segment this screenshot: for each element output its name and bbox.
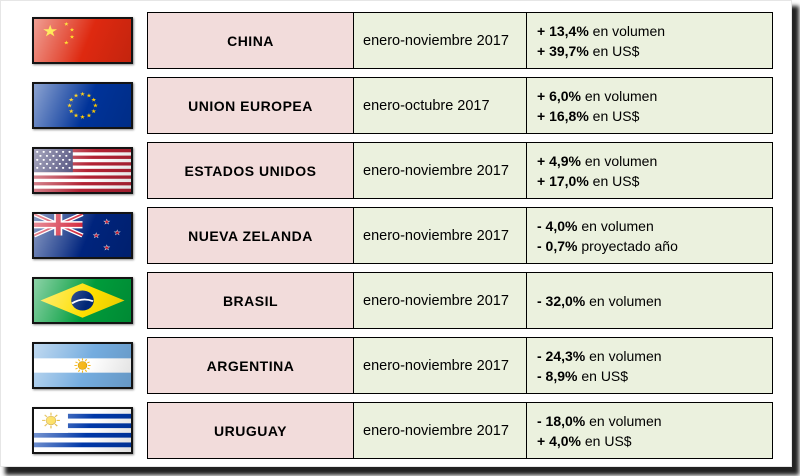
stat-unit: en volumen xyxy=(589,412,662,429)
stat-line: - 32,0% en volumen xyxy=(537,291,772,311)
stat-line: - 8,9% en US$ xyxy=(537,366,772,386)
country-name: UNION EUROPEA xyxy=(147,77,354,134)
flag-cell xyxy=(27,142,147,199)
stat-unit: en US$ xyxy=(592,42,640,59)
stats-cell: - 24,3% en volumen - 8,9% en US$ xyxy=(527,337,773,394)
argentina-flag-icon xyxy=(32,342,133,389)
table-row: ESTADOS UNIDOS enero-noviembre 2017 + 4,… xyxy=(27,142,791,199)
period-label: enero-octubre 2017 xyxy=(354,77,527,134)
period-label: enero-noviembre 2017 xyxy=(354,272,527,329)
table-row: URUGUAY enero-noviembre 2017 - 18,0% en … xyxy=(27,402,791,459)
flag-cell xyxy=(27,272,147,329)
stat-unit: en US$ xyxy=(581,367,629,384)
period-label: enero-noviembre 2017 xyxy=(354,207,527,264)
stats-cell: - 32,0% en volumen xyxy=(527,272,773,329)
table-row: UNION EUROPEA enero-octubre 2017 + 6,0% … xyxy=(27,77,791,134)
flag-cell xyxy=(27,337,147,394)
stat-line: + 6,0% en volumen xyxy=(537,86,772,106)
stats-cell: + 13,4% en volumen + 39,7% en US$ xyxy=(527,12,773,69)
stat-value: - 24,3% xyxy=(537,347,586,364)
stat-value: + 4,0% xyxy=(537,432,581,449)
country-name: CHINA xyxy=(147,12,354,69)
stat-value: + 6,0% xyxy=(537,87,581,104)
brazil-flag-icon xyxy=(32,277,133,324)
slide: CHINA enero-noviembre 2017 + 13,4% en vo… xyxy=(0,0,792,467)
stat-value: - 32,0% xyxy=(537,292,586,309)
stat-value: - 18,0% xyxy=(537,412,586,429)
period-label: enero-noviembre 2017 xyxy=(354,337,527,394)
stats-cell: + 6,0% en volumen + 16,8% en US$ xyxy=(527,77,773,134)
country-name: NUEVA ZELANDA xyxy=(147,207,354,264)
stat-line: - 4,0% en volumen xyxy=(537,216,772,236)
flag-cell xyxy=(27,207,147,264)
stat-unit: proyectado año xyxy=(581,237,678,254)
table-row: CHINA enero-noviembre 2017 + 13,4% en vo… xyxy=(27,12,791,69)
stat-value: - 0,7% xyxy=(537,237,578,254)
country-name: ESTADOS UNIDOS xyxy=(147,142,354,199)
stat-value: + 16,8% xyxy=(537,107,589,124)
uruguay-flag-icon xyxy=(32,407,133,454)
stat-value: + 4,9% xyxy=(537,152,581,169)
country-name: BRASIL xyxy=(147,272,354,329)
stat-unit: en volumen xyxy=(581,217,654,234)
european-union-flag-icon xyxy=(32,82,133,129)
country-name: ARGENTINA xyxy=(147,337,354,394)
table-row: BRASIL enero-noviembre 2017 - 32,0% en v… xyxy=(27,272,791,329)
stat-line: + 4,9% en volumen xyxy=(537,151,772,171)
table-row: ARGENTINA enero-noviembre 2017 - 24,3% e… xyxy=(27,337,791,394)
stat-unit: en US$ xyxy=(584,432,632,449)
stat-line: + 39,7% en US$ xyxy=(537,41,772,61)
stat-line: + 13,4% en volumen xyxy=(537,21,772,41)
stat-line: - 24,3% en volumen xyxy=(537,346,772,366)
trade-table: CHINA enero-noviembre 2017 + 13,4% en vo… xyxy=(27,12,791,459)
flag-cell xyxy=(27,77,147,134)
stat-line: + 16,8% en US$ xyxy=(537,106,772,126)
period-label: enero-noviembre 2017 xyxy=(354,12,527,69)
stats-cell: + 4,9% en volumen + 17,0% en US$ xyxy=(527,142,773,199)
period-label: enero-noviembre 2017 xyxy=(354,402,527,459)
stat-line: - 0,7% proyectado año xyxy=(537,236,772,256)
stats-cell: - 4,0% en volumen - 0,7% proyectado año xyxy=(527,207,773,264)
stat-unit: en volumen xyxy=(584,152,658,169)
stat-unit: en volumen xyxy=(584,87,658,104)
stat-line: + 4,0% en US$ xyxy=(537,431,772,451)
table-row: NUEVA ZELANDA enero-noviembre 2017 - 4,0… xyxy=(27,207,791,264)
stat-value: - 8,9% xyxy=(537,367,578,384)
country-name: URUGUAY xyxy=(147,402,354,459)
stats-cell: - 18,0% en volumen + 4,0% en US$ xyxy=(527,402,773,459)
stat-line: + 17,0% en US$ xyxy=(537,171,772,191)
flag-cell xyxy=(27,12,147,69)
stat-line: - 18,0% en volumen xyxy=(537,411,772,431)
stat-unit: en US$ xyxy=(592,107,640,124)
flag-cell xyxy=(27,402,147,459)
china-flag-icon xyxy=(32,17,133,64)
stat-value: - 4,0% xyxy=(537,217,578,234)
stat-unit: en US$ xyxy=(592,172,640,189)
stat-value: + 17,0% xyxy=(537,172,589,189)
stat-unit: en volumen xyxy=(589,347,662,364)
stat-unit: en volumen xyxy=(592,22,666,39)
new-zealand-flag-icon xyxy=(32,212,133,259)
united-states-flag-icon xyxy=(32,147,133,194)
stat-value: + 13,4% xyxy=(537,22,589,39)
stat-value: + 39,7% xyxy=(537,42,589,59)
period-label: enero-noviembre 2017 xyxy=(354,142,527,199)
stat-unit: en volumen xyxy=(589,292,662,309)
